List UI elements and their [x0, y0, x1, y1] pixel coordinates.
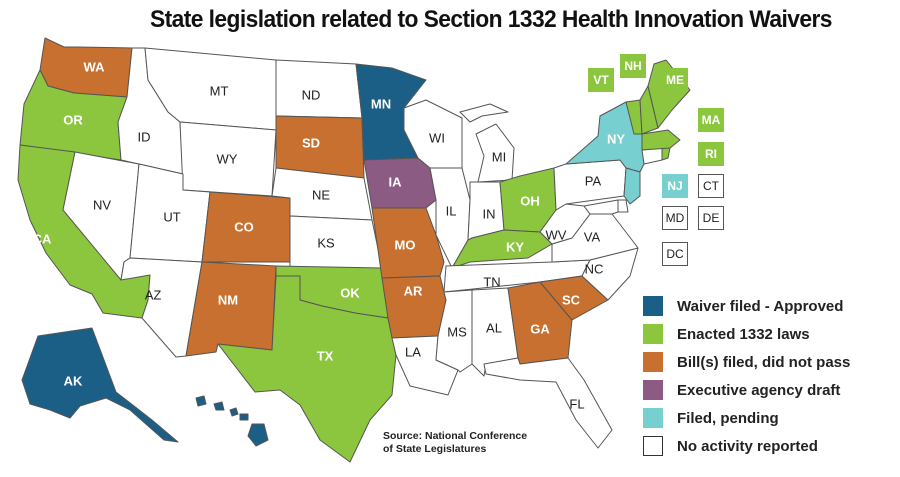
legend: Waiver filed - Approved Enacted 1332 laws…	[643, 292, 895, 460]
label-ks: KS	[317, 235, 335, 250]
state-box-ma[interactable]: MA	[698, 108, 724, 132]
state-box-de[interactable]: DE	[698, 206, 724, 230]
legend-swatch	[643, 296, 663, 316]
legend-item-none: No activity reported	[643, 432, 895, 460]
state-box-ri[interactable]: RI	[698, 142, 724, 166]
legend-item-enacted: Enacted 1332 laws	[643, 320, 895, 348]
label-ms: MS	[447, 324, 467, 339]
label-fl: FL	[569, 396, 584, 411]
label-sd: SD	[302, 135, 320, 150]
state-box-md[interactable]: MD	[662, 206, 688, 230]
label-il: IL	[446, 203, 457, 218]
label-ak: AK	[64, 373, 83, 388]
label-nd: ND	[302, 87, 321, 102]
label-ne: NE	[312, 187, 330, 202]
state-box-nj[interactable]: NJ	[662, 174, 688, 198]
label-nc: NC	[585, 261, 604, 276]
legend-swatch	[643, 436, 663, 456]
label-ar: AR	[404, 283, 423, 298]
legend-swatch	[643, 324, 663, 344]
label-la: LA	[405, 344, 421, 359]
state-nc[interactable]	[581, 247, 639, 301]
legend-swatch	[643, 380, 663, 400]
label-ut: UT	[163, 209, 180, 224]
label-mo: MO	[395, 237, 416, 252]
state-ri[interactable]	[661, 147, 671, 161]
legend-item-bills: Bill(s) filed, did not pass	[643, 348, 895, 376]
label-ky: KY	[506, 239, 524, 254]
label-oh: OH	[520, 193, 540, 208]
state-mi[interactable]	[459, 103, 515, 183]
legend-label: Executive agency draft	[677, 381, 841, 399]
state-fl[interactable]	[483, 357, 613, 449]
label-nm: NM	[218, 292, 238, 307]
state-box-nh[interactable]: NH	[620, 54, 646, 78]
state-md[interactable]	[583, 199, 619, 215]
legend-label: Enacted 1332 laws	[677, 325, 810, 343]
label-wy: WY	[217, 151, 238, 166]
label-co: CO	[234, 219, 254, 234]
state-hi[interactable]	[195, 395, 269, 447]
state-ct[interactable]	[641, 147, 663, 165]
label-ca: CA	[33, 231, 52, 246]
label-tx: TX	[317, 348, 334, 363]
label-ia: IA	[389, 174, 403, 189]
map-title: State legislation related to Section 133…	[150, 6, 832, 33]
label-tn: TN	[483, 274, 500, 289]
label-al: AL	[486, 320, 502, 335]
state-box-me[interactable]: ME	[662, 68, 688, 92]
state-ma[interactable]	[641, 129, 681, 151]
legend-item-executive: Executive agency draft	[643, 376, 895, 404]
state-ak[interactable]	[21, 327, 179, 443]
state-ks[interactable]	[289, 215, 383, 269]
state-nj[interactable]	[623, 167, 641, 205]
state-box-vt[interactable]: VT	[588, 68, 614, 92]
label-id: ID	[138, 129, 151, 144]
label-pa: PA	[585, 173, 602, 188]
label-mi: MI	[492, 149, 506, 164]
source-line-1: Source: National Conference	[383, 430, 528, 442]
legend-item-approved: Waiver filed - Approved	[643, 292, 895, 320]
legend-label: Bill(s) filed, did not pass	[677, 353, 851, 371]
label-wi: WI	[429, 130, 445, 145]
label-ny: NY	[607, 131, 625, 146]
state-de[interactable]	[617, 199, 629, 213]
label-wa: WA	[84, 59, 106, 74]
label-ga: GA	[530, 321, 550, 336]
label-in: IN	[483, 206, 496, 221]
legend-swatch	[643, 352, 663, 372]
label-mt: MT	[210, 83, 229, 98]
label-sc: SC	[562, 292, 581, 307]
label-va: VA	[584, 229, 601, 244]
legend-item-pending: Filed, pending	[643, 404, 895, 432]
state-nm[interactable]	[185, 261, 277, 357]
legend-swatch	[643, 408, 663, 428]
label-wv: WV	[546, 227, 567, 242]
state-box-ct[interactable]: CT	[698, 174, 724, 198]
legend-label: No activity reported	[677, 437, 818, 455]
label-mn: MN	[371, 96, 391, 111]
label-az: AZ	[145, 287, 162, 302]
source-line-2: of State Legislatures	[383, 443, 487, 455]
state-box-dc[interactable]: DC	[662, 242, 688, 266]
label-or: OR	[63, 112, 83, 127]
label-nv: NV	[93, 197, 111, 212]
legend-label: Waiver filed - Approved	[677, 297, 844, 315]
source-note: Source: National Conference of State Leg…	[383, 430, 553, 456]
label-ok: OK	[340, 285, 360, 300]
legend-label: Filed, pending	[677, 409, 779, 427]
state-tx[interactable]	[217, 275, 397, 463]
